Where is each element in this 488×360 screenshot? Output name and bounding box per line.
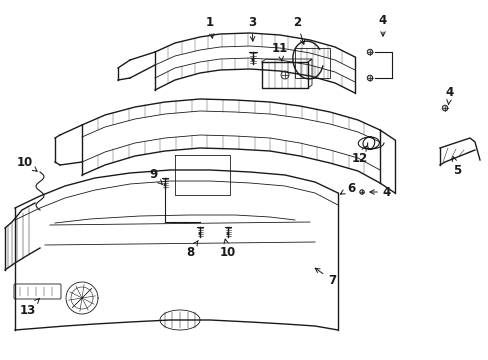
Text: 11: 11 bbox=[271, 41, 287, 61]
Text: 2: 2 bbox=[292, 15, 304, 44]
Text: 4: 4 bbox=[369, 185, 390, 198]
Text: 9: 9 bbox=[148, 168, 162, 184]
Text: 13: 13 bbox=[20, 298, 40, 316]
Text: 4: 4 bbox=[378, 13, 386, 36]
Circle shape bbox=[251, 58, 254, 61]
Text: 6: 6 bbox=[340, 181, 354, 194]
Circle shape bbox=[163, 183, 166, 186]
Text: 10: 10 bbox=[220, 239, 236, 258]
Text: 3: 3 bbox=[247, 15, 256, 41]
Circle shape bbox=[226, 232, 229, 235]
Text: 12: 12 bbox=[351, 146, 367, 165]
Text: 4: 4 bbox=[445, 85, 453, 104]
Text: 8: 8 bbox=[185, 240, 198, 258]
Text: 1: 1 bbox=[205, 15, 214, 38]
Text: 10: 10 bbox=[17, 156, 37, 171]
Text: 5: 5 bbox=[451, 157, 460, 176]
Circle shape bbox=[198, 232, 201, 235]
Text: 7: 7 bbox=[315, 268, 335, 287]
